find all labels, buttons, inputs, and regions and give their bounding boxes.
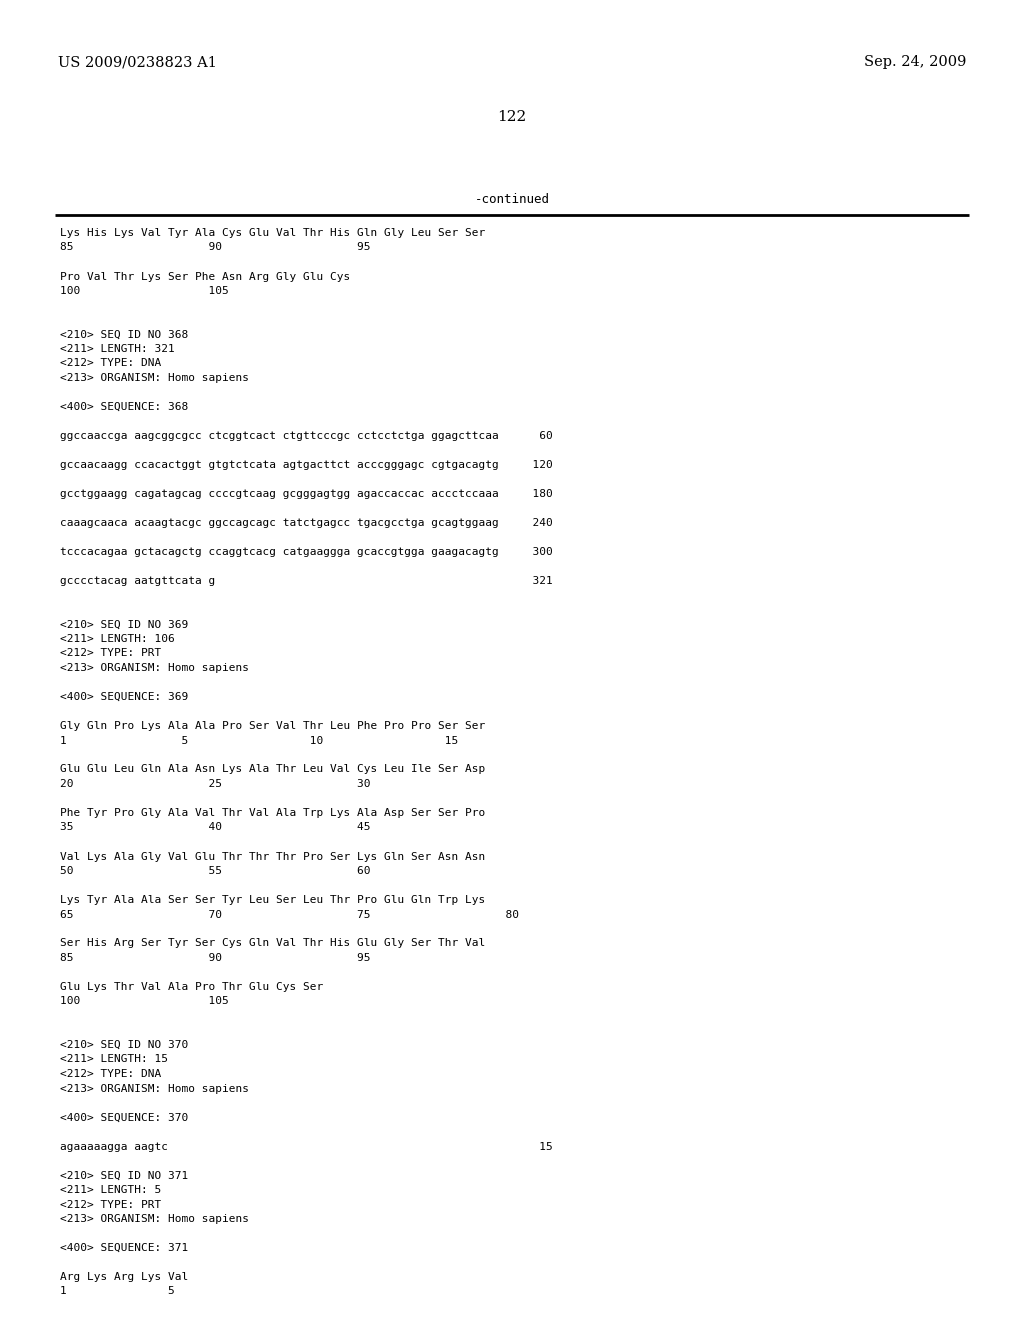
Text: 65                    70                    75                    80: 65 70 75 80 <box>60 909 519 920</box>
Text: 85                    90                    95: 85 90 95 <box>60 953 371 964</box>
Text: US 2009/0238823 A1: US 2009/0238823 A1 <box>58 55 217 69</box>
Text: <400> SEQUENCE: 370: <400> SEQUENCE: 370 <box>60 1113 188 1122</box>
Text: <210> SEQ ID NO 368: <210> SEQ ID NO 368 <box>60 330 188 339</box>
Text: -continued: -continued <box>474 193 550 206</box>
Text: 122: 122 <box>498 110 526 124</box>
Text: Ser His Arg Ser Tyr Ser Cys Gln Val Thr His Glu Gly Ser Thr Val: Ser His Arg Ser Tyr Ser Cys Gln Val Thr … <box>60 939 485 949</box>
Text: Val Lys Ala Gly Val Glu Thr Thr Thr Pro Ser Lys Gln Ser Asn Asn: Val Lys Ala Gly Val Glu Thr Thr Thr Pro … <box>60 851 485 862</box>
Text: Phe Tyr Pro Gly Ala Val Thr Val Ala Trp Lys Ala Asp Ser Ser Pro: Phe Tyr Pro Gly Ala Val Thr Val Ala Trp … <box>60 808 485 818</box>
Text: <210> SEQ ID NO 370: <210> SEQ ID NO 370 <box>60 1040 188 1049</box>
Text: Glu Lys Thr Val Ala Pro Thr Glu Cys Ser: Glu Lys Thr Val Ala Pro Thr Glu Cys Ser <box>60 982 324 993</box>
Text: <211> LENGTH: 5: <211> LENGTH: 5 <box>60 1185 161 1195</box>
Text: 35                    40                    45: 35 40 45 <box>60 822 371 833</box>
Text: gcctggaagg cagatagcag ccccgtcaag gcgggagtgg agaccaccac accctccaaa     180: gcctggaagg cagatagcag ccccgtcaag gcgggag… <box>60 488 553 499</box>
Text: <211> LENGTH: 321: <211> LENGTH: 321 <box>60 345 175 354</box>
Text: 85                    90                    95: 85 90 95 <box>60 243 371 252</box>
Text: <210> SEQ ID NO 371: <210> SEQ ID NO 371 <box>60 1171 188 1180</box>
Text: <400> SEQUENCE: 369: <400> SEQUENCE: 369 <box>60 692 188 702</box>
Text: 1               5: 1 5 <box>60 1287 175 1296</box>
Text: <213> ORGANISM: Homo sapiens: <213> ORGANISM: Homo sapiens <box>60 1084 249 1093</box>
Text: caaagcaaca acaagtacgc ggccagcagc tatctgagcc tgacgcctga gcagtggaag     240: caaagcaaca acaagtacgc ggccagcagc tatctga… <box>60 517 553 528</box>
Text: <213> ORGANISM: Homo sapiens: <213> ORGANISM: Homo sapiens <box>60 374 249 383</box>
Text: Glu Glu Leu Gln Ala Asn Lys Ala Thr Leu Val Cys Leu Ile Ser Asp: Glu Glu Leu Gln Ala Asn Lys Ala Thr Leu … <box>60 764 485 775</box>
Text: gcccctacag aatgttcata g                                               321: gcccctacag aatgttcata g 321 <box>60 576 553 586</box>
Text: <212> TYPE: PRT: <212> TYPE: PRT <box>60 648 161 659</box>
Text: <212> TYPE: PRT: <212> TYPE: PRT <box>60 1200 161 1209</box>
Text: 1                 5                  10                  15: 1 5 10 15 <box>60 735 459 746</box>
Text: ggccaaccga aagcggcgcc ctcggtcact ctgttcccgc cctcctctga ggagcttcaa      60: ggccaaccga aagcggcgcc ctcggtcact ctgttcc… <box>60 432 553 441</box>
Text: gccaacaagg ccacactggt gtgtctcata agtgacttct acccgggagc cgtgacagtg     120: gccaacaagg ccacactggt gtgtctcata agtgact… <box>60 459 553 470</box>
Text: Lys Tyr Ala Ala Ser Ser Tyr Leu Ser Leu Thr Pro Glu Gln Trp Lys: Lys Tyr Ala Ala Ser Ser Tyr Leu Ser Leu … <box>60 895 485 906</box>
Text: <213> ORGANISM: Homo sapiens: <213> ORGANISM: Homo sapiens <box>60 663 249 673</box>
Text: <211> LENGTH: 15: <211> LENGTH: 15 <box>60 1055 168 1064</box>
Text: 50                    55                    60: 50 55 60 <box>60 866 371 876</box>
Text: <211> LENGTH: 106: <211> LENGTH: 106 <box>60 634 175 644</box>
Text: <212> TYPE: DNA: <212> TYPE: DNA <box>60 1069 161 1078</box>
Text: <213> ORGANISM: Homo sapiens: <213> ORGANISM: Homo sapiens <box>60 1214 249 1224</box>
Text: Gly Gln Pro Lys Ala Ala Pro Ser Val Thr Leu Phe Pro Pro Ser Ser: Gly Gln Pro Lys Ala Ala Pro Ser Val Thr … <box>60 721 485 731</box>
Text: <400> SEQUENCE: 368: <400> SEQUENCE: 368 <box>60 403 188 412</box>
Text: Arg Lys Arg Lys Val: Arg Lys Arg Lys Val <box>60 1272 188 1282</box>
Text: tcccacagaa gctacagctg ccaggtcacg catgaaggga gcaccgtgga gaagacagtg     300: tcccacagaa gctacagctg ccaggtcacg catgaag… <box>60 546 553 557</box>
Text: 100                   105: 100 105 <box>60 997 228 1006</box>
Text: Sep. 24, 2009: Sep. 24, 2009 <box>863 55 966 69</box>
Text: <212> TYPE: DNA: <212> TYPE: DNA <box>60 359 161 368</box>
Text: Lys His Lys Val Tyr Ala Cys Glu Val Thr His Gln Gly Leu Ser Ser: Lys His Lys Val Tyr Ala Cys Glu Val Thr … <box>60 228 485 238</box>
Text: <400> SEQUENCE: 371: <400> SEQUENCE: 371 <box>60 1243 188 1253</box>
Text: <210> SEQ ID NO 369: <210> SEQ ID NO 369 <box>60 619 188 630</box>
Text: 20                    25                    30: 20 25 30 <box>60 779 371 789</box>
Text: 100                   105: 100 105 <box>60 286 228 296</box>
Text: agaaaaagga aagtc                                                       15: agaaaaagga aagtc 15 <box>60 1142 553 1151</box>
Text: Pro Val Thr Lys Ser Phe Asn Arg Gly Glu Cys: Pro Val Thr Lys Ser Phe Asn Arg Gly Glu … <box>60 272 350 281</box>
